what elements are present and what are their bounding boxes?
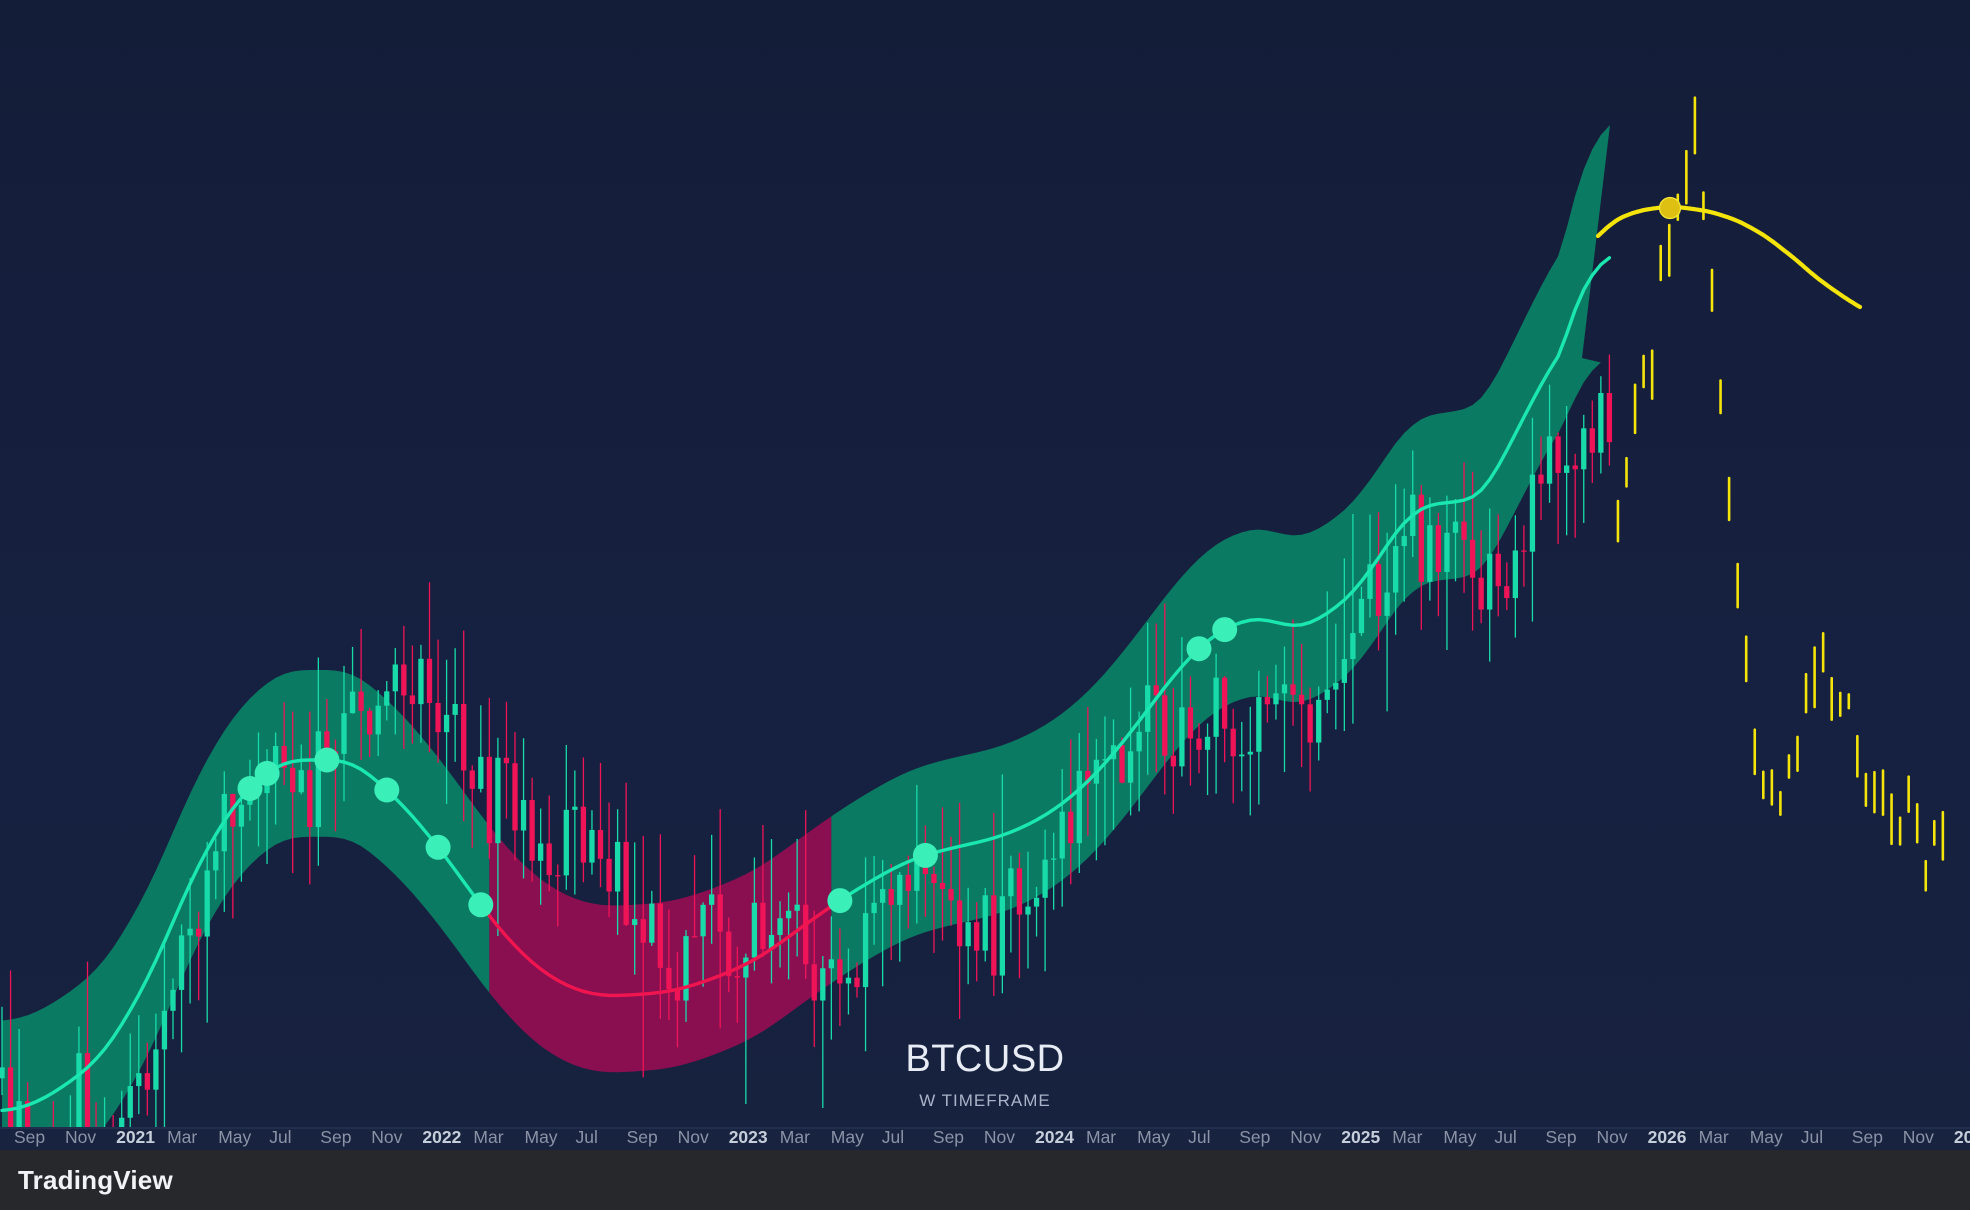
svg-text:Mar: Mar [780,1127,810,1147]
svg-text:Sep: Sep [14,1127,45,1147]
svg-text:Nov: Nov [371,1127,402,1147]
svg-text:Jul: Jul [269,1127,291,1147]
svg-text:2026: 2026 [1648,1127,1687,1147]
svg-text:May: May [525,1127,558,1147]
svg-text:Mar: Mar [1086,1127,1116,1147]
svg-text:Sep: Sep [933,1127,964,1147]
svg-text:Sep: Sep [1852,1127,1883,1147]
svg-text:Jul: Jul [1494,1127,1516,1147]
svg-text:Nov: Nov [1597,1127,1628,1147]
svg-text:Jul: Jul [882,1127,904,1147]
svg-text:Sep: Sep [1546,1127,1577,1147]
svg-text:May: May [1443,1127,1476,1147]
svg-text:Jul: Jul [1188,1127,1210,1147]
svg-text:Nov: Nov [1290,1127,1321,1147]
svg-text:Nov: Nov [1903,1127,1934,1147]
svg-text:Sep: Sep [320,1127,351,1147]
svg-text:2024: 2024 [1035,1127,1074,1147]
svg-text:Jul: Jul [576,1127,598,1147]
svg-text:2027: 2027 [1954,1127,1970,1147]
svg-text:2022: 2022 [422,1127,461,1147]
svg-text:Mar: Mar [1392,1127,1422,1147]
svg-text:Mar: Mar [1699,1127,1729,1147]
svg-text:Nov: Nov [984,1127,1015,1147]
svg-text:Mar: Mar [473,1127,503,1147]
svg-text:2021: 2021 [116,1127,155,1147]
svg-text:May: May [831,1127,864,1147]
svg-text:2025: 2025 [1341,1127,1380,1147]
svg-text:Jul: Jul [1801,1127,1823,1147]
svg-text:2023: 2023 [729,1127,768,1147]
svg-text:Sep: Sep [1239,1127,1270,1147]
svg-text:Mar: Mar [167,1127,197,1147]
svg-text:Sep: Sep [627,1127,658,1147]
svg-text:May: May [1750,1127,1783,1147]
svg-text:Nov: Nov [678,1127,709,1147]
svg-text:May: May [218,1127,251,1147]
svg-text:May: May [1137,1127,1170,1147]
svg-text:Nov: Nov [65,1127,96,1147]
